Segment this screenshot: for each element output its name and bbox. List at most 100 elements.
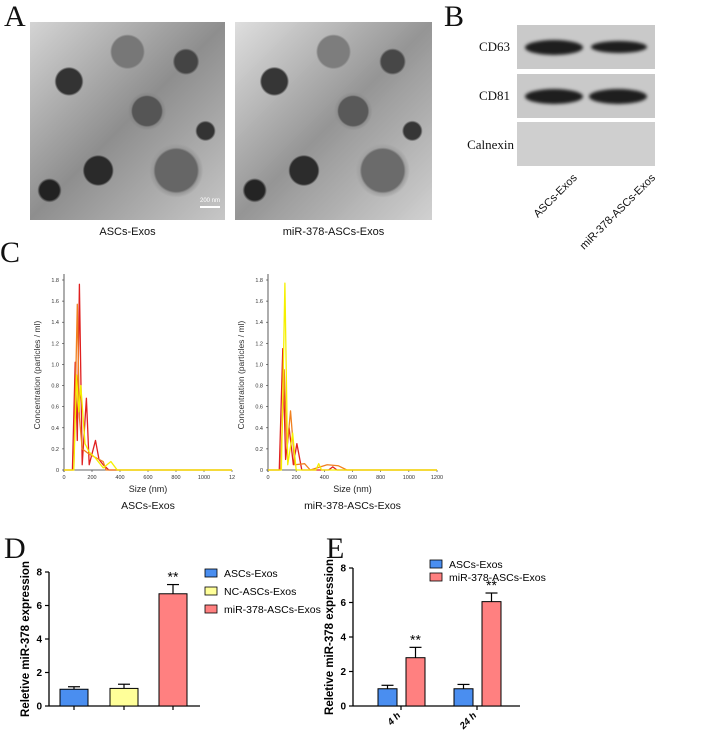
legend-label: ASCs-Exos (224, 568, 278, 580)
scale-bar (200, 206, 220, 208)
y-tick-label: 1.6 (255, 299, 263, 305)
y-tick-label: 2 (36, 668, 42, 679)
bar (405, 657, 426, 707)
significance-marker: ** (168, 569, 179, 585)
tem-image-mir378-ascs-exos (235, 22, 432, 220)
d-y-axis-label: Reletive miR-378 expression (20, 561, 32, 717)
y-tick-label: 1.8 (255, 278, 263, 284)
caption-a-left: ASCs-Exos (99, 226, 156, 238)
y-tick-label: 0 (260, 468, 263, 474)
size-distribution-line-2 (64, 303, 232, 471)
x-tick-label: 0 (266, 475, 269, 481)
band (525, 89, 583, 104)
panel-label-d: D (4, 532, 26, 565)
y-tick-label: 6 (340, 598, 346, 609)
legend-swatch (429, 572, 443, 582)
legend-swatch (429, 559, 443, 569)
legend-label: NC-ASCs-Exos (224, 586, 296, 598)
x-axis-label: Size (nm) (333, 484, 372, 494)
y-tick-label: 1.6 (51, 299, 59, 305)
y-tick-label: 0.2 (255, 447, 263, 453)
significance-marker: ** (410, 631, 421, 647)
y-tick-label: 4 (36, 635, 42, 646)
y-tick-label: 8 (340, 564, 346, 575)
legend-label: miR-378-ASCs-Exos (224, 604, 321, 616)
blot-calnexin (517, 122, 655, 166)
bar (59, 688, 89, 707)
x-tick-label: 0 (62, 475, 65, 481)
band (589, 89, 647, 104)
y-tick-label: 1.4 (51, 320, 59, 326)
y-axis-label: Concentration (particles / ml) (236, 321, 246, 430)
x-tick-label: 1000 (403, 475, 415, 481)
panel-label-a: A (4, 0, 26, 33)
size-distribution-line-2 (268, 369, 437, 471)
legend-swatch (204, 604, 218, 614)
bar (377, 688, 398, 707)
band (591, 41, 647, 53)
y-tick-label: 0.8 (255, 384, 263, 390)
x-axis-label: Size (nm) (129, 484, 168, 494)
y-tick-label: 0.6 (255, 405, 263, 411)
y-tick-label: 1.2 (51, 341, 59, 347)
y-tick-label: 0.8 (51, 384, 59, 390)
legend-label: ASCs-Exos (449, 559, 503, 571)
x-tick-label: 4 h (385, 710, 403, 728)
blot-label-calnexin: Calnexin (467, 137, 514, 152)
blot-cd63 (517, 25, 655, 69)
legend-swatch (204, 586, 218, 596)
blot-cd81 (517, 74, 655, 118)
panel-label-c: C (0, 236, 21, 269)
y-tick-label: 1.8 (51, 278, 59, 284)
y-tick-label: 2 (340, 667, 346, 678)
y-tick-label: 0.6 (51, 405, 59, 411)
x-tick-label: 800 (376, 475, 385, 481)
x-tick-label: 12 (229, 475, 235, 481)
y-tick-label: 0.2 (51, 447, 59, 453)
y-tick-label: 8 (36, 568, 42, 579)
significance-marker: ** (486, 577, 497, 593)
y-tick-label: 0 (340, 702, 346, 713)
bar (481, 601, 502, 707)
y-tick-label: 0.4 (255, 426, 263, 432)
panel-label-e: E (326, 532, 345, 565)
size-distribution-line-1 (64, 283, 232, 471)
x-tick-label: 24 h (457, 710, 479, 732)
blot-label-cd63: CD63 (478, 39, 510, 54)
y-tick-label: 4 (340, 633, 346, 644)
scale-bar-label: 200 nm (200, 198, 221, 204)
x-tick-label: 600 (143, 475, 152, 481)
y-tick-label: 1.4 (255, 320, 263, 326)
legend-label: miR-378-ASCs-Exos (449, 572, 546, 584)
y-tick-label: 6 (36, 601, 42, 612)
chart-caption: miR-378-ASCs-Exos (304, 500, 401, 512)
size-distribution-line-3 (64, 374, 232, 471)
e-y-axis-label: Reletive miR-378 expression (324, 559, 336, 715)
bar (453, 688, 474, 707)
chart-caption: ASCs-Exos (121, 500, 175, 512)
caption-a-right: miR-378-ASCs-Exos (282, 226, 385, 238)
bar (158, 593, 188, 707)
panel-label-b: B (444, 0, 465, 33)
y-axis-label: Concentration (particles / ml) (32, 321, 42, 430)
x-tick-label: 400 (115, 475, 124, 481)
x-tick-label: 400 (320, 475, 329, 481)
legend-swatch (204, 568, 218, 578)
x-tick-label: 200 (87, 475, 96, 481)
x-tick-label: 600 (348, 475, 357, 481)
y-tick-label: 0 (56, 468, 59, 474)
x-tick-label: 200 (292, 475, 301, 481)
blot-label-cd81: CD81 (478, 88, 510, 103)
tem-image-ascs-exos: 200 nm (30, 22, 225, 220)
y-tick-label: 1.0 (255, 362, 263, 368)
y-tick-label: 0 (36, 702, 42, 713)
bar (109, 687, 139, 707)
x-tick-label: 1000 (198, 475, 210, 481)
x-tick-label: 800 (171, 475, 180, 481)
size-distribution-line-3 (268, 282, 437, 471)
y-tick-label: 1.0 (51, 362, 59, 368)
y-tick-label: 0.4 (51, 426, 59, 432)
band (525, 40, 583, 55)
